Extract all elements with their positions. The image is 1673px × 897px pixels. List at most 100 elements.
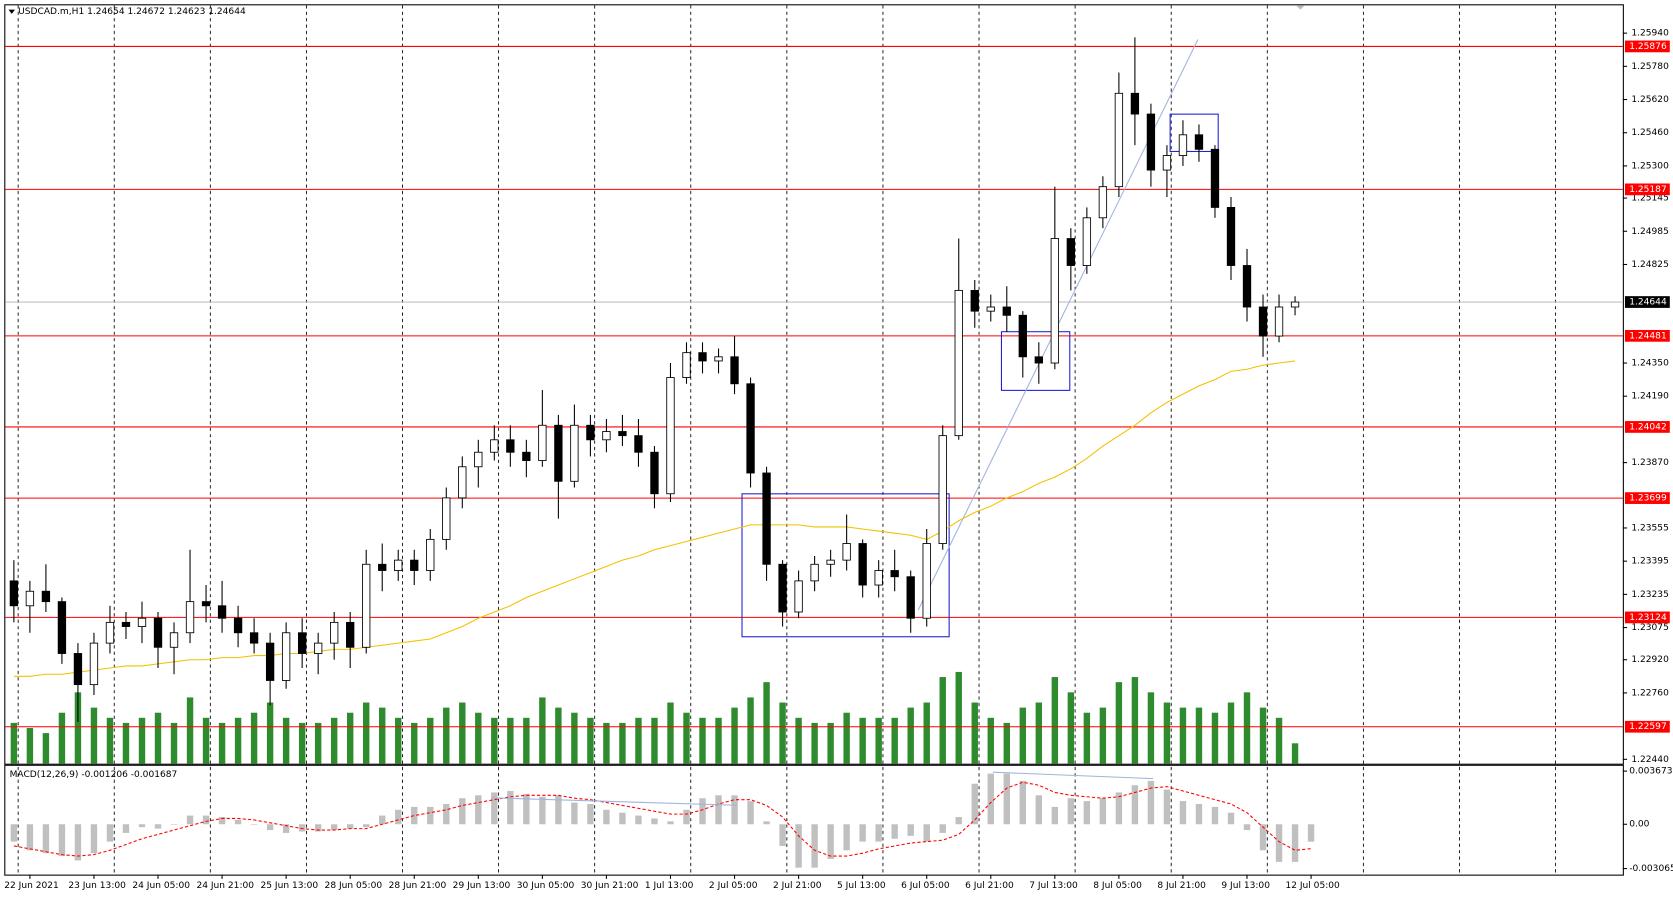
candle-body bbox=[1178, 134, 1188, 156]
candle-body bbox=[954, 289, 963, 437]
level-label: 1.25876 bbox=[1629, 42, 1667, 52]
candle-body bbox=[1258, 306, 1268, 337]
volume-bar bbox=[475, 712, 482, 764]
candle-body bbox=[1290, 301, 1300, 308]
candle-body bbox=[762, 472, 771, 565]
volume-bar bbox=[26, 728, 34, 764]
macd-trend-line bbox=[491, 797, 737, 806]
volume-bar bbox=[1067, 692, 1075, 764]
candle-body bbox=[1194, 134, 1204, 150]
macd-bar bbox=[555, 795, 562, 825]
candle-body bbox=[474, 451, 483, 468]
macd-bar bbox=[362, 824, 370, 828]
volume-bar bbox=[443, 707, 450, 764]
x-tick-label: 6 Jul 05:00 bbox=[901, 881, 950, 891]
volume-bar bbox=[715, 717, 722, 764]
macd-bar bbox=[74, 824, 82, 861]
volume-bar bbox=[186, 697, 194, 764]
volume-bar bbox=[731, 707, 738, 764]
candle-body bbox=[938, 435, 947, 544]
macd-bar bbox=[90, 824, 98, 854]
volume-bar bbox=[282, 717, 290, 764]
volume-bar bbox=[202, 717, 210, 764]
volume-bar bbox=[90, 707, 98, 764]
macd-bar bbox=[1083, 801, 1091, 825]
macd-bar bbox=[330, 824, 338, 831]
candle-body bbox=[1274, 306, 1284, 337]
macd-bar bbox=[1195, 804, 1203, 825]
candle-body bbox=[746, 383, 755, 474]
candle-body bbox=[858, 543, 867, 586]
y-tick-label: 1.22920 bbox=[1631, 655, 1669, 665]
volume-bar bbox=[379, 707, 386, 764]
volume-bar bbox=[1115, 682, 1123, 764]
candle-body bbox=[554, 424, 563, 482]
volume-bar bbox=[603, 722, 610, 764]
volume-bar bbox=[459, 702, 466, 764]
volume-bar bbox=[1195, 707, 1203, 764]
candle-body bbox=[778, 563, 787, 613]
volume-bar bbox=[218, 722, 226, 764]
macd-bar bbox=[122, 824, 130, 833]
volume-bar bbox=[779, 702, 786, 764]
menu-arrow[interactable] bbox=[8, 9, 15, 14]
volume-bar bbox=[395, 717, 402, 764]
macd-bar bbox=[250, 824, 258, 825]
candle-body bbox=[490, 439, 499, 453]
volume-bar bbox=[827, 722, 834, 764]
macd-bar bbox=[731, 795, 738, 825]
macd-bar bbox=[571, 802, 578, 825]
macd-bar bbox=[811, 824, 818, 868]
x-tick-label: 24 Jun 05:00 bbox=[132, 881, 190, 891]
y-tick-label: 1.23555 bbox=[1631, 523, 1669, 533]
candle-body bbox=[249, 632, 259, 644]
macd-bar bbox=[314, 824, 322, 832]
macd-bar bbox=[1003, 773, 1010, 825]
x-tick-label: 2 Jul 21:00 bbox=[773, 881, 822, 891]
candle-body bbox=[1034, 356, 1043, 364]
level-label: 1.23699 bbox=[1629, 494, 1667, 504]
candle-body bbox=[842, 543, 851, 561]
volume-bar bbox=[427, 717, 434, 764]
y-tick-label: 1.23395 bbox=[1631, 557, 1669, 567]
volume-bar bbox=[234, 717, 242, 764]
candle-body bbox=[1226, 206, 1236, 266]
macd-bar bbox=[298, 824, 306, 832]
volume-bar bbox=[1131, 677, 1139, 764]
y-tick-label: 1.24350 bbox=[1631, 359, 1669, 369]
candle-body bbox=[394, 559, 403, 571]
macd-bar bbox=[635, 815, 642, 825]
x-tick-label: 12 Jul 05:00 bbox=[1285, 881, 1340, 891]
macd-bar bbox=[667, 821, 674, 825]
macd-bar bbox=[795, 824, 802, 868]
volume-bar bbox=[523, 717, 530, 764]
volume-bar bbox=[1291, 743, 1299, 764]
candle-body bbox=[362, 563, 371, 648]
macd-bar bbox=[1051, 806, 1059, 825]
y-tick-label: 1.23870 bbox=[1631, 458, 1669, 468]
volume-bar bbox=[587, 717, 594, 764]
candle-body bbox=[714, 356, 723, 362]
macd-bar bbox=[266, 824, 274, 831]
candle-body bbox=[1002, 306, 1011, 316]
macd-bar bbox=[523, 793, 530, 825]
volume-bar bbox=[1243, 692, 1251, 764]
volume-bar bbox=[1083, 712, 1091, 764]
candle-body bbox=[1066, 238, 1076, 266]
level-tag bbox=[1624, 421, 1670, 433]
macd-bar bbox=[699, 798, 706, 825]
candle-body bbox=[1130, 92, 1140, 115]
candle-body bbox=[730, 356, 739, 385]
level-tag bbox=[1624, 492, 1670, 504]
volume-bar bbox=[763, 682, 770, 764]
x-tick-label: 28 Jun 21:00 bbox=[389, 881, 447, 891]
day-separators bbox=[17, 5, 1556, 875]
x-tick-label: 8 Jul 05:00 bbox=[1093, 881, 1142, 891]
volume-bar bbox=[875, 717, 882, 764]
macd-bar bbox=[827, 824, 834, 859]
macd-bar bbox=[763, 821, 770, 825]
macd-bar bbox=[651, 818, 658, 825]
candle-body bbox=[57, 601, 67, 654]
volume-bar bbox=[571, 712, 578, 764]
